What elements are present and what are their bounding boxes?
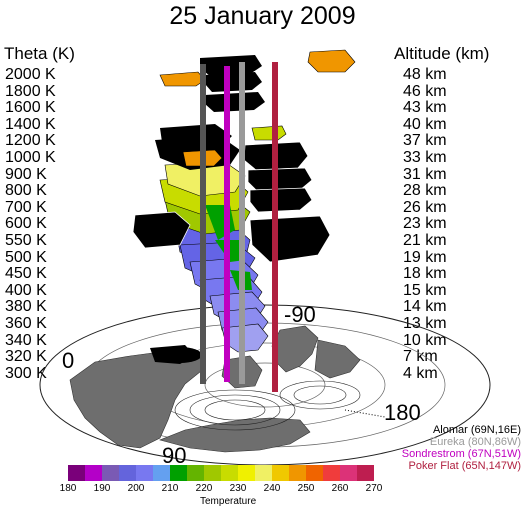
altitude-level: 10 km (403, 331, 447, 349)
longitude-label-0: 0 (62, 348, 75, 373)
colorbar-swatch (119, 465, 137, 481)
colorbar-tick: 250 (297, 483, 315, 494)
colorbar-swatch (289, 465, 307, 481)
alomar-column (200, 64, 206, 384)
altitude-level: 13 km (403, 315, 447, 332)
theta-level: 800 K (5, 182, 47, 200)
colorbar-tick: 240 (263, 483, 281, 494)
eureka-column (239, 62, 245, 384)
theta-level: 300 K (5, 364, 47, 382)
altitude-level: 4 km (403, 364, 438, 382)
altitude-level: 19 km (403, 248, 447, 266)
page-title: 25 January 2009 (169, 2, 356, 30)
colorbar-tick: 270 (365, 483, 383, 494)
colorbar-swatch (357, 465, 374, 481)
temperature-colorbar (68, 465, 374, 481)
colorbar-swatch (204, 465, 222, 481)
theta-level: 550 K (5, 232, 47, 249)
theta-level: 360 K (5, 315, 47, 332)
theta-level: 500 K (5, 248, 47, 266)
station-alomar: Alomar (69N,16E) (432, 424, 521, 436)
theta-axis-label: Theta (K) (4, 44, 75, 63)
longitude-label-180: 180 (384, 400, 421, 425)
colorbar-tick: 210 (161, 483, 179, 494)
theta-level: 380 K (5, 298, 47, 316)
colorbar-tick: 190 (93, 483, 111, 494)
theta-level: 1400 K (5, 115, 56, 133)
colorbar-swatch (187, 465, 205, 481)
colorbar-swatch (102, 465, 120, 481)
station-columns (200, 62, 278, 392)
theta-level: 700 K (5, 198, 47, 216)
colorbar-swatch (238, 465, 256, 481)
colorbar-swatch (306, 465, 324, 481)
colorbar-swatch (323, 465, 341, 481)
theta-level: 2000 K (5, 66, 56, 83)
colorbar-swatch (272, 465, 290, 481)
colorbar-tick: 180 (59, 483, 77, 494)
colorbar-tick: 260 (331, 483, 349, 494)
altitude-axis-label: Altitude (km) (394, 44, 490, 63)
altitude-level: 14 km (403, 298, 447, 316)
colorbar-swatch (85, 465, 103, 481)
altitude-level: 43 km (403, 99, 447, 117)
theta-level: 400 K (5, 281, 47, 299)
station-sondrestrom: Sondrestrom (67N,51W) (401, 448, 521, 460)
altitude-level: 15 km (403, 281, 447, 299)
colorbar-swatch (170, 465, 188, 481)
altitude-level: 46 km (403, 82, 447, 100)
theta-level: 450 K (5, 265, 47, 283)
altitude-level: 21 km (403, 232, 447, 249)
colorbar-tick: 200 (127, 483, 145, 494)
altitude-level: 40 km (403, 115, 447, 133)
polar-map (39, 304, 491, 466)
colorbar-swatch (68, 465, 86, 481)
theta-level: 1800 K (5, 82, 56, 100)
longitude-label-minus90: -90 (284, 302, 316, 327)
theta-level: 340 K (5, 331, 47, 349)
colorbar-swatch (136, 465, 154, 481)
colorbar-swatch (255, 465, 273, 481)
theta-level: 1000 K (5, 149, 56, 166)
station-poker-flat: Poker Flat (65N,147W) (408, 460, 521, 472)
colorbar-tick: 220 (195, 483, 213, 494)
altitude-level: 33 km (403, 149, 447, 166)
theta-level: 1200 K (5, 132, 56, 150)
colorbar-swatch (340, 465, 358, 481)
sondrestrom-column (224, 66, 230, 382)
altitude-level: 23 km (403, 215, 447, 233)
altitude-level: 18 km (403, 265, 447, 283)
theta-level: 900 K (5, 165, 47, 183)
longitude-label-90: 90 (162, 443, 187, 468)
altitude-level: 26 km (403, 198, 447, 216)
colorbar-swatch (221, 465, 239, 481)
altitude-level: 48 km (403, 66, 447, 83)
poker-flat-column (272, 62, 278, 392)
altitude-level: 31 km (403, 165, 447, 183)
theta-level: 320 K (5, 348, 47, 366)
altitude-level: 28 km (403, 182, 447, 200)
theta-level: 1600 K (5, 99, 56, 117)
theta-level: 600 K (5, 215, 47, 233)
altitude-level: 37 km (403, 132, 447, 150)
altitude-level: 7 km (403, 348, 438, 366)
station-eureka: Eureka (80N,86W) (429, 436, 521, 448)
colorbar-swatch (153, 465, 171, 481)
colorbar-tick: 230 (229, 483, 247, 494)
colorbar-label: Temperature (200, 496, 257, 507)
